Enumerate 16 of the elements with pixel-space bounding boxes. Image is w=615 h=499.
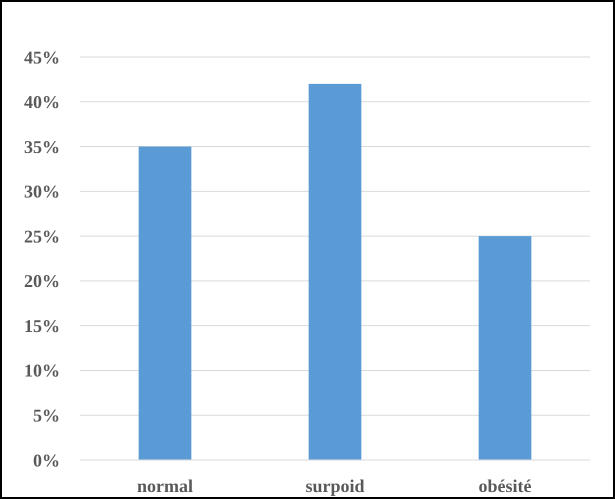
- y-tick-label: 25%: [24, 226, 60, 246]
- bar: [478, 236, 532, 460]
- y-tick-label: 10%: [24, 360, 60, 381]
- y-tick-label: 30%: [24, 182, 60, 202]
- y-tick-label: 40%: [24, 92, 60, 112]
- y-tick-label: 45%: [24, 47, 60, 68]
- x-tick-label: surpoid: [305, 476, 365, 496]
- bar: [308, 84, 362, 460]
- y-tick-label: 35%: [24, 136, 60, 157]
- x-tick-label: obésité: [478, 476, 532, 496]
- x-tick-label: normal: [137, 476, 193, 496]
- y-tick-label: 20%: [24, 271, 60, 292]
- y-tick-label: 0%: [33, 450, 60, 470]
- y-tick-label: 15%: [24, 316, 60, 336]
- bar: [138, 146, 192, 460]
- y-tick-label: 5%: [33, 406, 60, 426]
